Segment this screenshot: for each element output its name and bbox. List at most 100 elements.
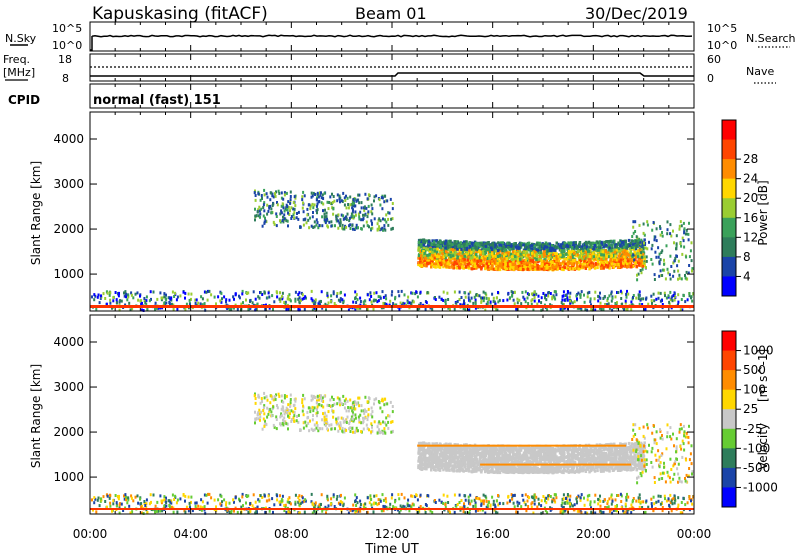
data-cell bbox=[467, 255, 470, 259]
data-cell bbox=[179, 497, 182, 501]
data-cell bbox=[276, 203, 279, 207]
data-cell bbox=[264, 510, 267, 514]
data-cell bbox=[301, 297, 304, 301]
data-cell bbox=[289, 502, 292, 506]
data-cell bbox=[184, 307, 187, 311]
data-cell bbox=[602, 510, 605, 514]
data-cell bbox=[422, 243, 426, 247]
data-cell bbox=[482, 255, 485, 259]
data-cell bbox=[675, 247, 677, 251]
data-cell bbox=[302, 393, 305, 397]
data-cell bbox=[115, 298, 118, 302]
data-cell bbox=[315, 209, 318, 213]
data-cell bbox=[644, 246, 647, 250]
data-cell bbox=[319, 303, 322, 307]
data-cell bbox=[442, 299, 445, 302]
data-cell bbox=[547, 246, 551, 249]
data-cell bbox=[422, 250, 425, 253]
data-cell bbox=[540, 267, 543, 271]
data-cell bbox=[655, 500, 658, 504]
data-cell bbox=[376, 228, 379, 232]
data-cell bbox=[232, 295, 235, 299]
data-cell bbox=[171, 290, 174, 294]
data-cell bbox=[585, 249, 589, 253]
data-cell bbox=[433, 262, 436, 266]
data-cell bbox=[580, 245, 584, 249]
data-cell bbox=[625, 248, 629, 252]
data-cell bbox=[412, 503, 415, 507]
data-cell bbox=[637, 241, 640, 245]
data-cell bbox=[145, 498, 148, 502]
data-cell bbox=[238, 294, 240, 298]
data-cell bbox=[352, 200, 355, 204]
data-cell bbox=[485, 496, 488, 500]
data-cell bbox=[517, 258, 520, 262]
data-cell bbox=[653, 278, 656, 281]
data-cell bbox=[267, 209, 270, 213]
data-cell bbox=[368, 298, 371, 302]
data-cell bbox=[569, 245, 572, 249]
data-cell bbox=[130, 494, 133, 498]
data-cell bbox=[201, 297, 204, 301]
data-cell bbox=[252, 290, 255, 294]
data-cell bbox=[645, 259, 648, 263]
data-cell bbox=[434, 296, 436, 299]
data-cell bbox=[258, 209, 261, 213]
data-cell bbox=[546, 308, 549, 312]
data-cell bbox=[338, 221, 341, 225]
data-cell bbox=[143, 502, 146, 506]
data-cell bbox=[453, 253, 456, 257]
data-cell bbox=[93, 293, 96, 297]
data-cell bbox=[652, 495, 655, 499]
data-cell bbox=[289, 299, 292, 303]
data-cell bbox=[152, 290, 155, 294]
data-cell bbox=[145, 505, 148, 509]
data-cell bbox=[314, 193, 317, 196]
data-cell bbox=[357, 193, 360, 197]
data-cell bbox=[93, 501, 96, 505]
data-cell bbox=[343, 293, 346, 297]
data-cell bbox=[378, 227, 381, 231]
data-cell bbox=[234, 495, 237, 499]
data-cell bbox=[225, 501, 228, 505]
data-cell bbox=[423, 251, 426, 255]
data-cell bbox=[304, 498, 307, 502]
data-cell bbox=[528, 293, 530, 297]
data-cell bbox=[502, 502, 505, 506]
data-cell bbox=[491, 256, 494, 260]
data-cell bbox=[551, 498, 554, 502]
data-cell bbox=[261, 197, 263, 200]
data-cell bbox=[150, 500, 152, 504]
data-cell bbox=[586, 498, 589, 502]
data-cell bbox=[283, 416, 286, 420]
data-cell bbox=[632, 245, 635, 249]
data-cell bbox=[259, 212, 262, 216]
data-cell bbox=[657, 255, 660, 259]
data-cell bbox=[471, 255, 475, 258]
data-cell bbox=[489, 243, 492, 247]
data-cell bbox=[109, 298, 112, 302]
data-cell bbox=[566, 493, 569, 496]
data-cell bbox=[326, 291, 329, 295]
data-cell bbox=[406, 299, 409, 303]
data-cell bbox=[634, 255, 638, 259]
data-cell bbox=[370, 406, 373, 410]
data-cell bbox=[130, 291, 133, 295]
data-cell bbox=[685, 255, 688, 259]
data-cell bbox=[480, 502, 483, 506]
data-cell bbox=[593, 243, 596, 247]
data-cell bbox=[588, 290, 591, 294]
data-cell bbox=[514, 259, 518, 263]
data-cell bbox=[554, 248, 557, 252]
data-cell bbox=[490, 267, 493, 271]
data-cell bbox=[280, 407, 283, 411]
data-cell bbox=[320, 290, 323, 294]
data-cell bbox=[406, 502, 409, 506]
data-cell bbox=[307, 203, 310, 207]
data-cell bbox=[603, 260, 606, 264]
data-cell bbox=[143, 299, 146, 303]
data-cell bbox=[314, 501, 317, 505]
data-cell bbox=[319, 193, 322, 197]
data-cell bbox=[484, 291, 487, 295]
data-cell bbox=[370, 300, 373, 304]
